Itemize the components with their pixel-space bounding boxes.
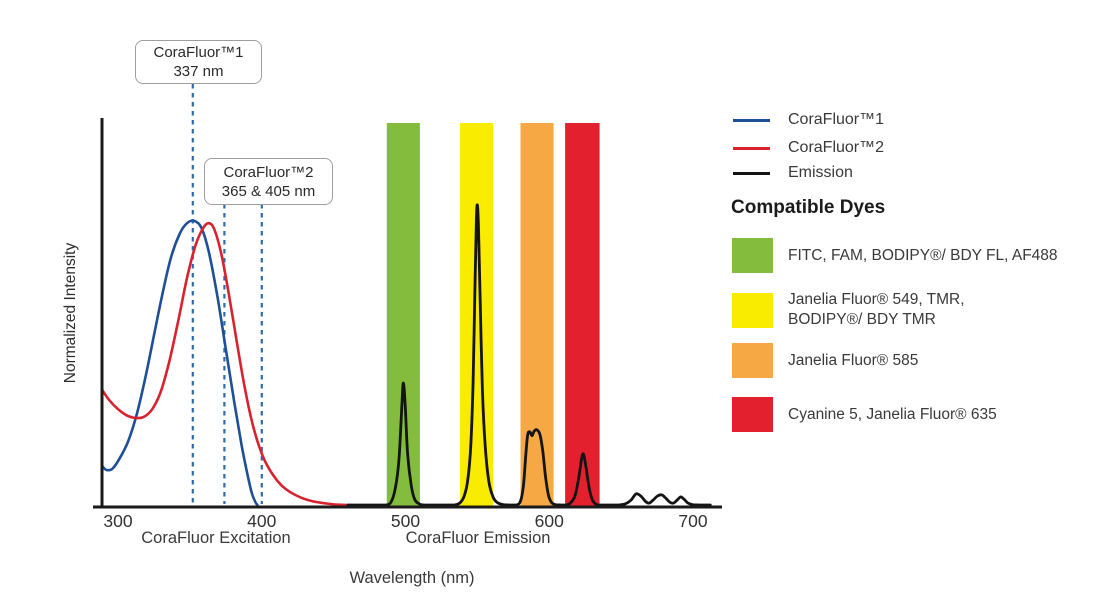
dye-color-swatch	[732, 292, 773, 328]
legend-line-swatch	[733, 146, 770, 150]
legend-line-swatch	[733, 118, 770, 122]
x-axis-ticks: 300 400 500 600 700	[0, 511, 1110, 533]
x-tick-label-600: 600	[534, 511, 564, 531]
dye-label: Janelia Fluor® 585	[788, 351, 919, 369]
y-axis-label: Normalized Intensity	[62, 242, 79, 384]
dye-row-yellow: Janelia Fluor® 549, TMR, BODIPY®/ BDY TM…	[732, 290, 965, 330]
legend-row-emission: Emission	[733, 163, 853, 183]
legend-label: Emission	[788, 164, 853, 181]
x-tick-label-500: 500	[390, 511, 421, 531]
dye-label: Cyanine 5, Janelia Fluor® 635	[788, 405, 997, 423]
annotation-value: 365 & 405 nm	[221, 182, 316, 200]
detection-band-3	[565, 123, 600, 506]
annotation-title: CoraFluor™2	[223, 163, 314, 181]
dye-row-green: FITC, FAM, BODIPY®/ BDY FL, AF488	[732, 238, 1058, 273]
spectrum-curve-1	[100, 221, 350, 507]
dye-color-swatch	[732, 238, 773, 273]
dye-color-swatch	[732, 397, 773, 432]
annotation-callout-corafluor2: CoraFluor™2 365 & 405 nm	[204, 158, 333, 205]
compatible-dyes-heading: Compatible Dyes	[731, 197, 886, 218]
x-tick-label-400: 400	[247, 511, 277, 531]
x-axis-section-label-emission: CoraFluor Emission	[405, 529, 551, 547]
legend-label: CoraFluor™2	[788, 139, 885, 156]
detection-band-1	[460, 123, 494, 506]
dye-row-red: Cyanine 5, Janelia Fluor® 635	[732, 397, 997, 432]
x-axis-label: Wavelength (nm)	[349, 569, 475, 587]
x-tick-label-700: 700	[678, 511, 708, 531]
x-axis-section-label-excitation: CoraFluor Excitation	[141, 529, 291, 547]
legend-label: CoraFluor™1	[788, 111, 885, 128]
annotation-title: CoraFluor™1	[153, 44, 244, 61]
annotation-value: 337 nm	[173, 63, 224, 80]
dye-row-orange: Janelia Fluor® 585	[732, 343, 918, 378]
legend-row-corafluor1: CoraFluor™1	[733, 110, 884, 130]
dye-label: Janelia Fluor® 549, TMR, BODIPY®/ BDY TM…	[788, 291, 965, 328]
dye-label: FITC, FAM, BODIPY®/ BDY FL, AF488	[788, 246, 1058, 264]
legend-row-corafluor2: CoraFluor™2	[733, 138, 884, 158]
spectrum-curve-0	[100, 219, 259, 507]
detection-band-0	[386, 123, 420, 506]
x-tick-label-300: 300	[103, 511, 133, 531]
spectrum-curve-2	[346, 203, 712, 507]
annotation-callout-corafluor1: CoraFluor™1 337 nm	[135, 40, 262, 84]
legend-line-swatch	[733, 171, 770, 175]
dye-color-swatch	[732, 343, 773, 378]
